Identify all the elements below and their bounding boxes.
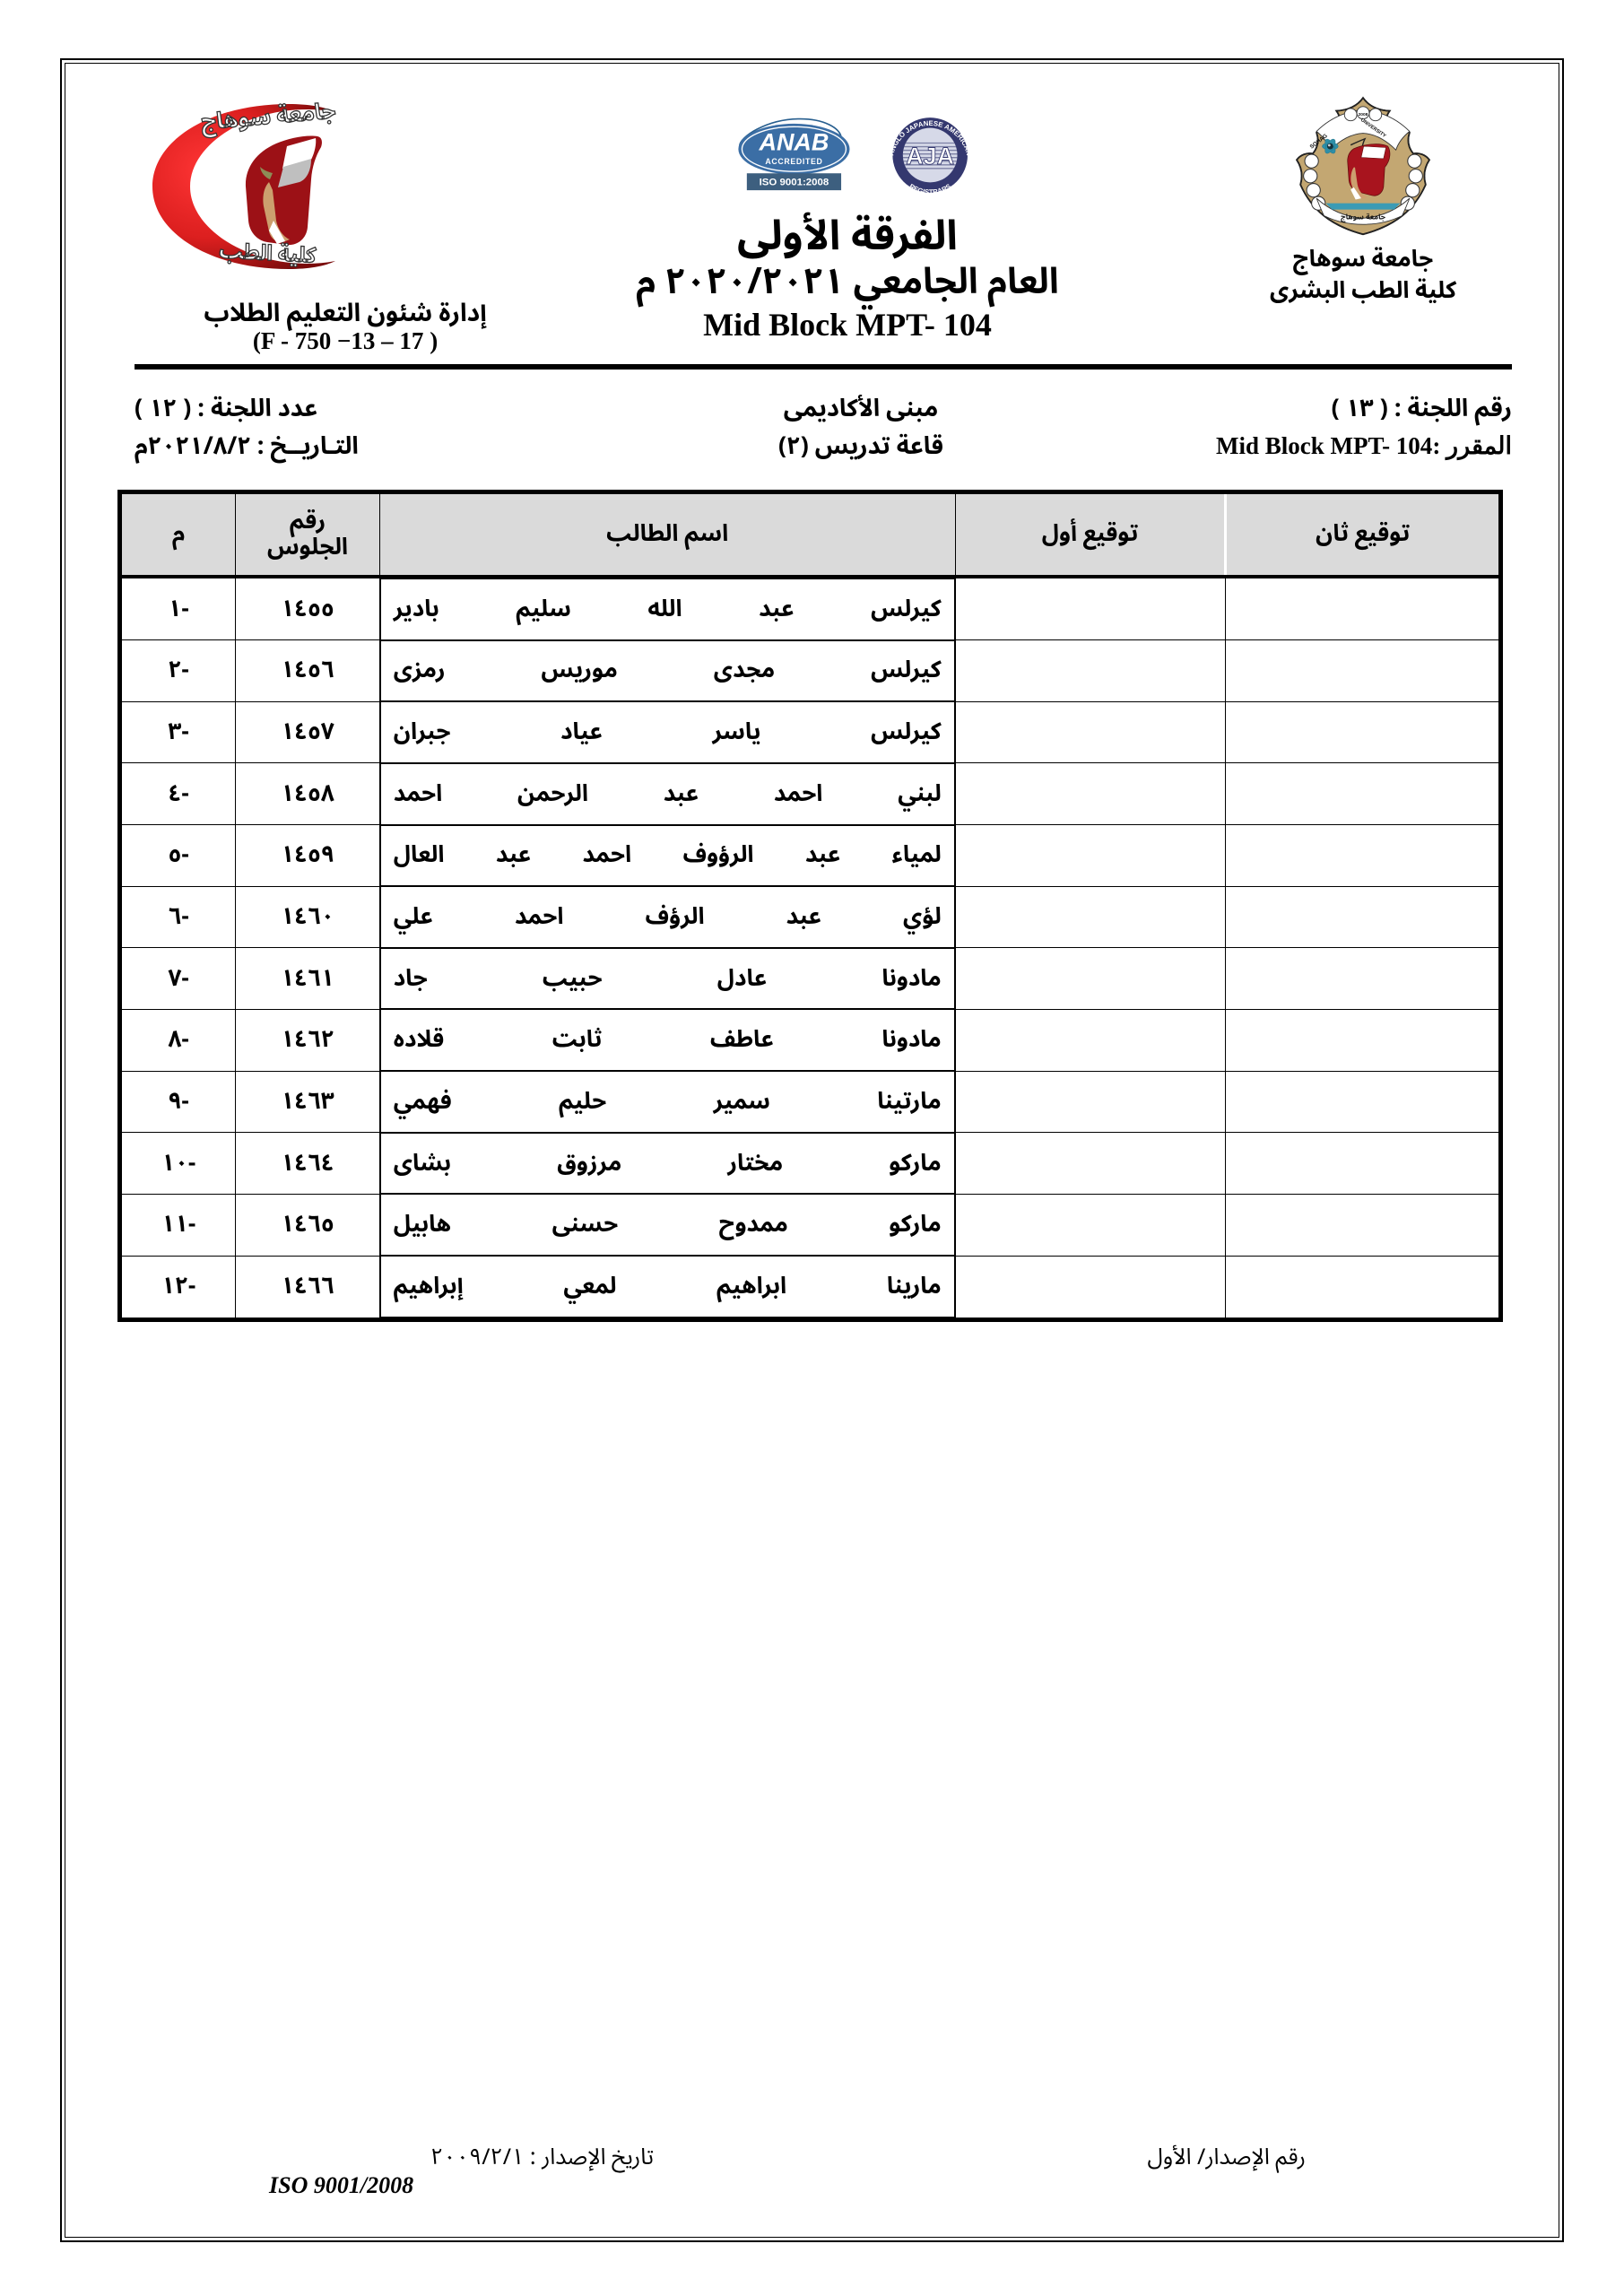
svg-text:2008: 2008 — [1359, 112, 1368, 117]
svg-text:كلية الطب: كلية الطب — [218, 228, 318, 276]
svg-text:ANAB: ANAB — [758, 129, 829, 156]
svg-text:جامعة سوهاج: جامعة سوهاج — [1341, 211, 1385, 226]
svg-text:ACCREDITED: ACCREDITED — [765, 157, 822, 166]
svg-text:AJA: AJA — [906, 143, 954, 170]
svg-text:ISO 9001:2008: ISO 9001:2008 — [760, 178, 829, 188]
